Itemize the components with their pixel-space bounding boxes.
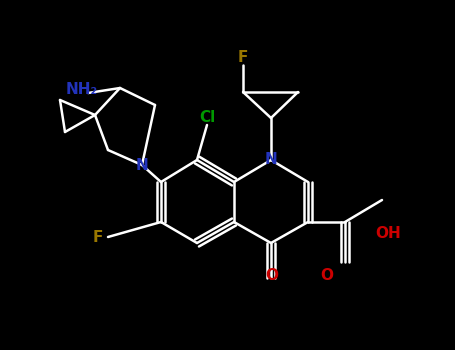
Text: O: O (320, 267, 334, 282)
Text: Cl: Cl (199, 111, 215, 126)
Text: N: N (136, 158, 148, 173)
Text: O: O (266, 267, 278, 282)
Text: N: N (265, 153, 278, 168)
Text: NH₂: NH₂ (66, 83, 98, 98)
Text: F: F (238, 49, 248, 64)
Text: F: F (93, 230, 103, 245)
Text: OH: OH (375, 225, 401, 240)
